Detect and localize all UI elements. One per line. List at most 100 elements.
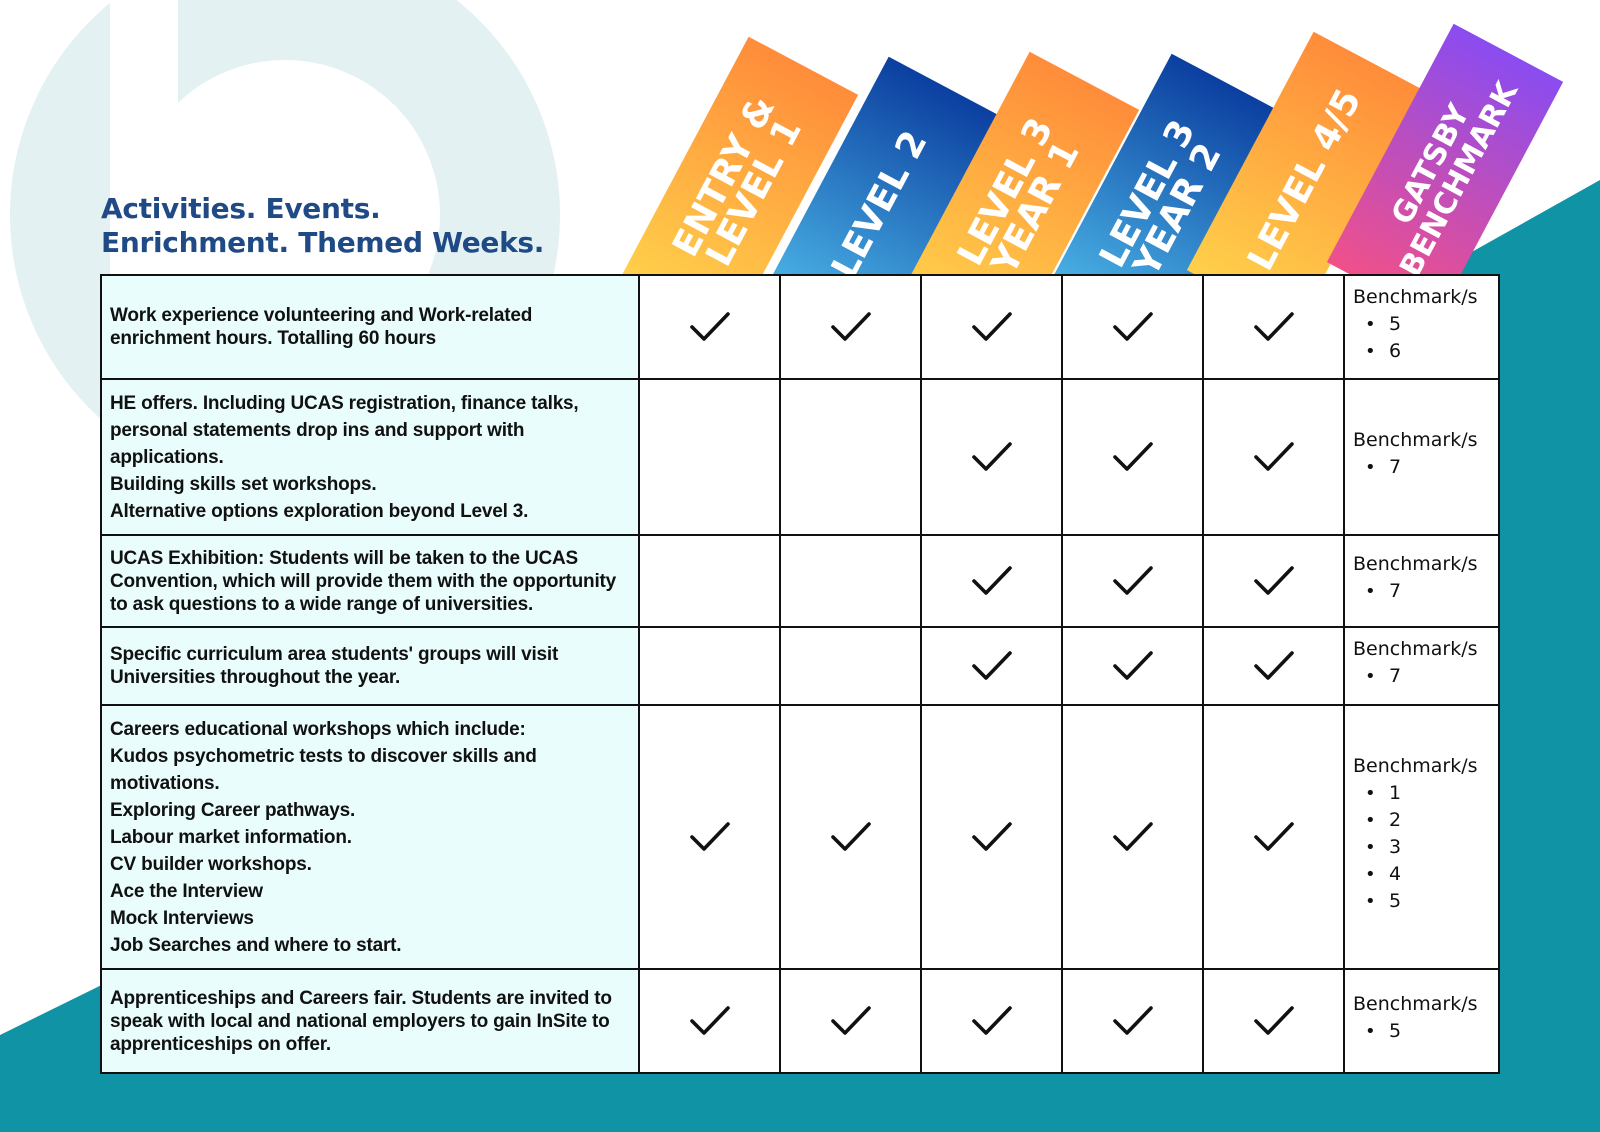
- level-cell-2: [779, 626, 922, 706]
- level-cell-2: [779, 274, 922, 380]
- activity-line: enrichment hours. Totalling 60 hours: [110, 328, 437, 349]
- activity-line: Mock Interviews: [110, 907, 254, 929]
- activity-line: Kudos psychometric tests to discover ski…: [110, 745, 537, 767]
- level-cell-4: [1061, 274, 1204, 380]
- activity-line: Work experience volunteering and Work-re…: [110, 305, 533, 326]
- activity-line: Careers educational workshops which incl…: [110, 718, 526, 740]
- checkmark-icon: [1112, 566, 1154, 595]
- checkmark-icon: [830, 1006, 872, 1035]
- activity-line: Specific curriculum area students' group…: [110, 644, 559, 665]
- benchmark-label: Benchmark/s: [1353, 429, 1478, 451]
- activity-line: Convention, which will provide them with…: [110, 570, 617, 592]
- benchmark-label: Benchmark/s: [1353, 993, 1478, 1015]
- table-row: UCAS Exhibition: Students will be taken …: [100, 534, 1500, 628]
- benchmark-label: Benchmark/s: [1353, 755, 1478, 777]
- column-header-label: LEVEL 2: [823, 124, 936, 286]
- checkmark-icon: [971, 442, 1013, 471]
- activity-line: speak with local and national employers …: [110, 1010, 610, 1032]
- checkmark-icon: [689, 312, 731, 341]
- activity-line: Alternative options exploration beyond L…: [110, 500, 529, 522]
- activity-line: Apprenticeships and Careers fair. Studen…: [110, 987, 612, 1009]
- benchmark-cell: Benchmark/s 12345: [1343, 704, 1500, 970]
- checkmark-icon: [1112, 312, 1154, 341]
- level-cell-4: [1061, 378, 1204, 536]
- benchmark-item: 1: [1365, 780, 1490, 807]
- level-cell-5: [1202, 274, 1345, 380]
- level-cell-1: [638, 968, 781, 1074]
- level-cell-1: [638, 626, 781, 706]
- table-row: HE offers. Including UCAS registration, …: [100, 378, 1500, 536]
- level-cell-5: [1202, 534, 1345, 628]
- level-cell-3: [920, 968, 1063, 1074]
- checkmark-icon: [1112, 442, 1154, 471]
- benchmark-list: 7: [1365, 663, 1490, 690]
- level-cell-2: [779, 704, 922, 970]
- checkmark-icon: [1112, 651, 1154, 680]
- activity-line: Job Searches and where to start.: [110, 934, 402, 956]
- activity-line: Exploring Career pathways.: [110, 799, 356, 821]
- activity-line: CV builder workshops.: [110, 853, 312, 875]
- table-row: Apprenticeships and Careers fair. Studen…: [100, 968, 1500, 1074]
- activity-line: motivations.: [110, 772, 220, 794]
- benchmark-list: 12345: [1365, 780, 1490, 915]
- benchmark-item: 6: [1365, 338, 1490, 365]
- level-cell-1: [638, 378, 781, 536]
- benchmark-item: 7: [1365, 454, 1490, 481]
- benchmark-item: 7: [1365, 578, 1490, 605]
- benchmark-cell: Benchmark/s 5: [1343, 968, 1500, 1074]
- benchmark-cell: Benchmark/s 56: [1343, 274, 1500, 380]
- benchmark-list: 7: [1365, 454, 1490, 481]
- activity-line: to ask questions to a wide range of univ…: [110, 593, 534, 615]
- logo-watermark-stem: [110, 0, 178, 290]
- benchmark-item: 5: [1365, 888, 1490, 915]
- activity-description: UCAS Exhibition: Students will be taken …: [100, 534, 640, 628]
- level-cell-3: [920, 274, 1063, 380]
- activity-line: Ace the Interview: [110, 880, 263, 902]
- benchmark-list: 56: [1365, 311, 1490, 365]
- table-row: Work experience volunteering and Work-re…: [100, 274, 1500, 380]
- benchmark-label: Benchmark/s: [1353, 553, 1478, 575]
- activity-description: Apprenticeships and Careers fair. Studen…: [100, 968, 640, 1074]
- benchmark-list: 7: [1365, 578, 1490, 605]
- activity-line: HE offers. Including UCAS registration, …: [110, 392, 579, 414]
- activity-line: apprenticeships on offer.: [110, 1033, 331, 1055]
- level-cell-2: [779, 378, 922, 536]
- checkmark-icon: [689, 1006, 731, 1035]
- page-title-line-1: Activities. Events.: [101, 192, 381, 225]
- checkmark-icon: [830, 822, 872, 851]
- benchmark-list: 5: [1365, 1018, 1490, 1045]
- benchmark-item: 7: [1365, 663, 1490, 690]
- checkmark-icon: [689, 822, 731, 851]
- level-cell-1: [638, 704, 781, 970]
- level-cell-3: [920, 704, 1063, 970]
- level-cell-1: [638, 274, 781, 380]
- benchmark-item: 5: [1365, 311, 1490, 338]
- activity-description: Careers educational workshops which incl…: [100, 704, 640, 970]
- checkmark-icon: [971, 822, 1013, 851]
- level-cell-5: [1202, 378, 1345, 536]
- checkmark-icon: [971, 651, 1013, 680]
- checkmark-icon: [971, 566, 1013, 595]
- benchmark-item: 4: [1365, 861, 1490, 888]
- table-row: Careers educational workshops which incl…: [100, 704, 1500, 970]
- activity-description: Specific curriculum area students' group…: [100, 626, 640, 706]
- activity-description: HE offers. Including UCAS registration, …: [100, 378, 640, 536]
- level-cell-4: [1061, 968, 1204, 1074]
- activity-line: applications.: [110, 446, 224, 468]
- level-cell-5: [1202, 968, 1345, 1074]
- benchmark-item: 5: [1365, 1018, 1490, 1045]
- level-cell-3: [920, 626, 1063, 706]
- checkmark-icon: [1253, 566, 1295, 595]
- activity-line: Universities throughout the year.: [110, 667, 401, 688]
- checkmark-icon: [1253, 1006, 1295, 1035]
- level-cell-3: [920, 378, 1063, 536]
- level-cell-4: [1061, 534, 1204, 628]
- level-cell-4: [1061, 626, 1204, 706]
- activity-description: Work experience volunteering and Work-re…: [100, 274, 640, 380]
- benchmark-cell: Benchmark/s 7: [1343, 534, 1500, 628]
- page-title-line-2: Enrichment. Themed Weeks.: [101, 226, 545, 259]
- checkmark-icon: [830, 312, 872, 341]
- benchmark-label: Benchmark/s: [1353, 638, 1478, 660]
- checkmark-icon: [971, 1006, 1013, 1035]
- activity-line: Building skills set workshops.: [110, 473, 377, 495]
